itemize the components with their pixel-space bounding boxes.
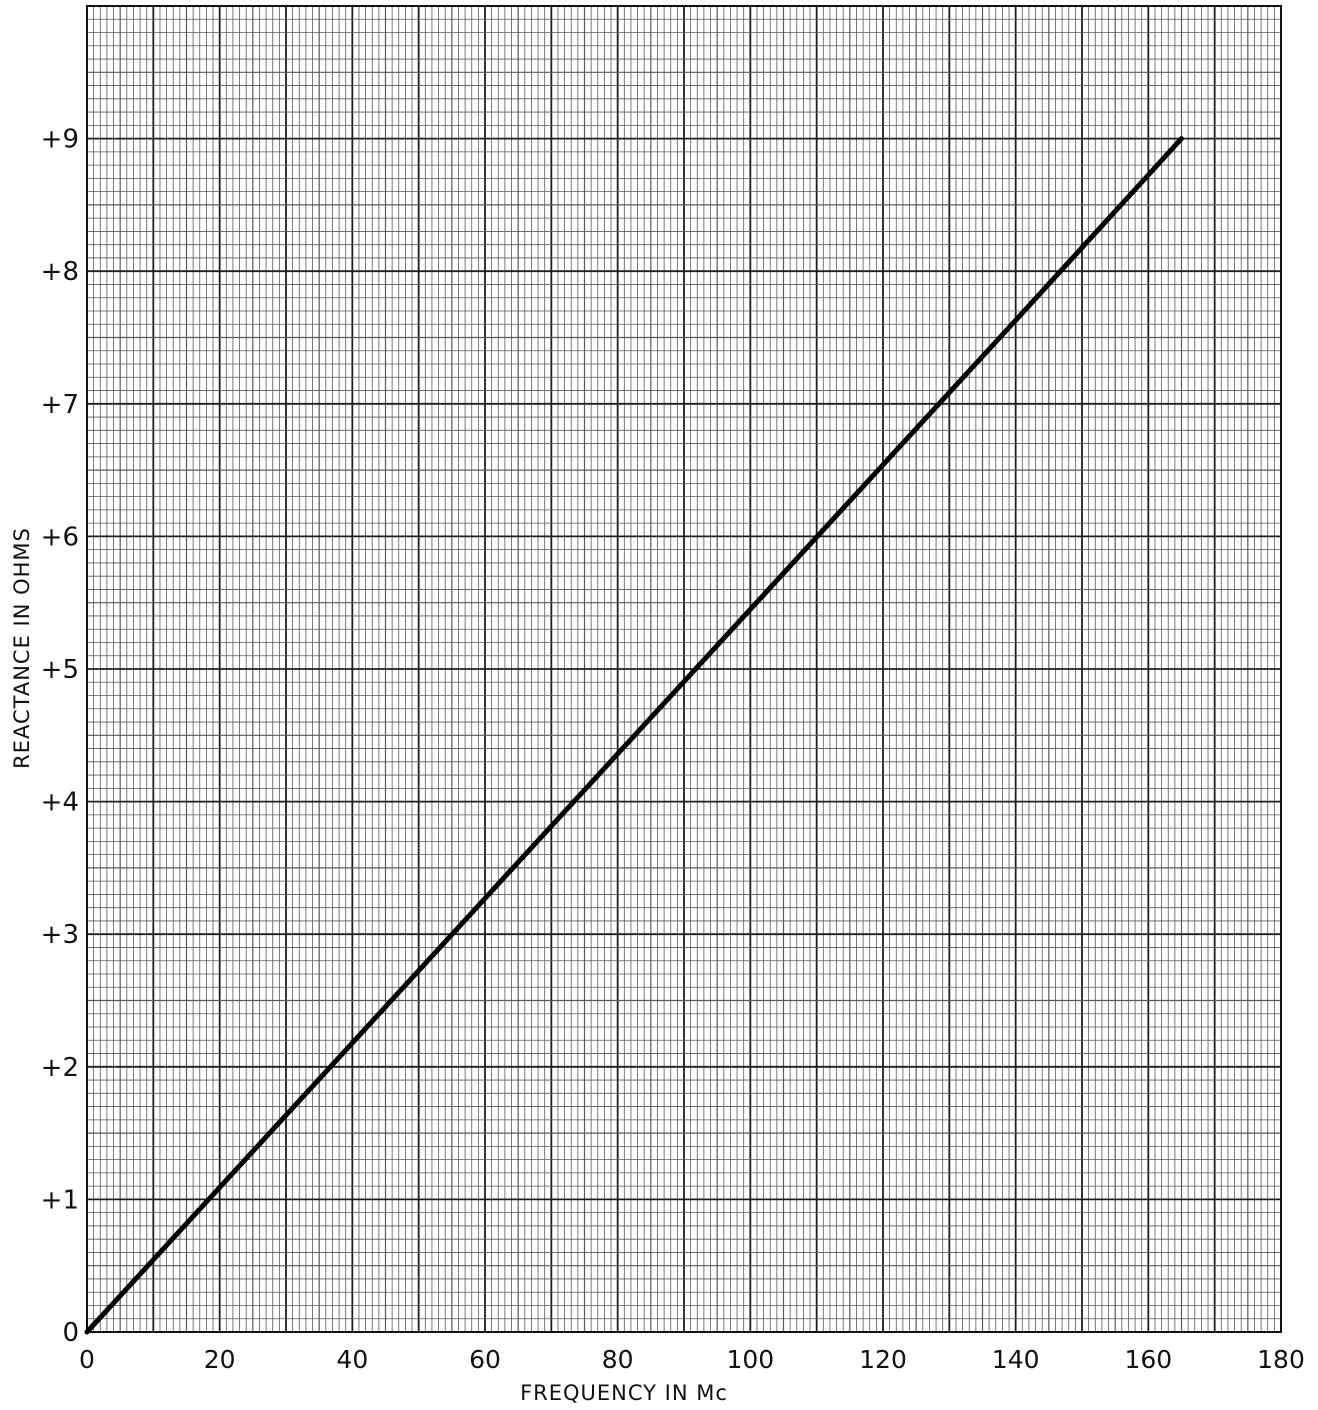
x-tick-label: 20	[204, 1345, 236, 1374]
reactance-series-line	[84, 136, 1184, 1335]
x-tick-label: 140	[992, 1345, 1040, 1374]
x-tick-label: 0	[79, 1345, 95, 1374]
y-tick-label: +2	[41, 1053, 79, 1083]
plot-frame	[86, 5, 1282, 1333]
y-tick-label: +5	[41, 655, 79, 685]
x-axis-title: FREQUENCY IN Mc	[520, 1381, 728, 1405]
y-tick-label: +8	[41, 257, 79, 287]
x-tick-label: 60	[469, 1345, 501, 1374]
x-tick-label: 120	[859, 1345, 907, 1374]
x-tick-label: 180	[1257, 1345, 1305, 1374]
y-tick-label: +7	[41, 390, 79, 420]
y-tick-label: +1	[41, 1185, 79, 1215]
y-tick-label: +9	[41, 125, 79, 155]
y-tick-label: +6	[41, 522, 79, 552]
y-tick-labels: 0 +1 +2 +3 +4 +5 +6 +7 +8 +9	[41, 125, 79, 1348]
y-tick-label: +4	[41, 788, 79, 818]
y-tick-label: 0	[62, 1318, 79, 1348]
y-tick-label: +3	[41, 920, 79, 950]
y-axis-title: REACTANCE IN OHMS	[10, 527, 34, 769]
x-tick-label: 80	[602, 1345, 634, 1374]
x-tick-label: 100	[726, 1345, 774, 1374]
x-tick-labels: 0 20 40 60 80 100 120 140 160 180	[79, 1345, 1305, 1374]
x-tick-label: 40	[336, 1345, 368, 1374]
series-layer	[84, 136, 1184, 1335]
x-tick-label: 160	[1124, 1345, 1172, 1374]
chart-grid	[86, 5, 1282, 1333]
